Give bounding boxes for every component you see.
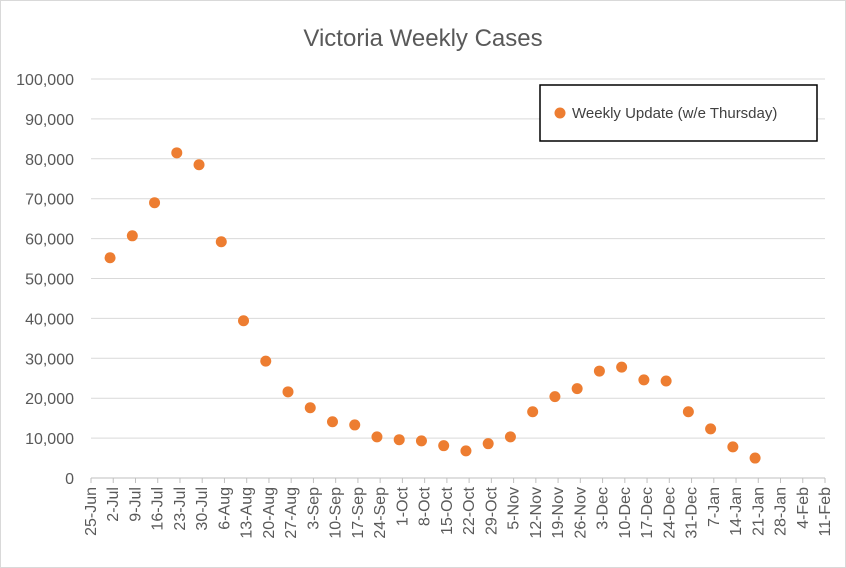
x-tick-label: 19-Nov [550, 487, 567, 539]
y-tick-label: 50,000 [25, 272, 74, 289]
x-tick-label: 29-Oct [483, 486, 500, 535]
data-point [482, 438, 494, 450]
x-tick-label: 14-Jan [728, 487, 745, 536]
x-tick-label: 20-Aug [261, 487, 278, 539]
data-point [460, 445, 472, 457]
legend-box [539, 84, 818, 142]
y-tick-label: 40,000 [25, 311, 74, 328]
legend-marker [554, 107, 566, 119]
y-tick-label: 10,000 [25, 431, 74, 448]
x-tick-label: 4-Feb [795, 487, 812, 529]
x-tick-label: 10-Dec [617, 487, 634, 539]
x-tick-label: 31-Dec [684, 487, 701, 539]
data-point [638, 374, 650, 386]
x-tick-label: 21-Jan [750, 487, 767, 536]
x-tick-label: 2-Jul [105, 487, 122, 522]
x-tick-label: 9-Jul [127, 487, 144, 522]
data-point [126, 230, 138, 242]
axes [90, 477, 826, 483]
y-tick-label: 70,000 [25, 192, 74, 209]
x-tick-label: 27-Aug [283, 487, 300, 539]
data-point [393, 434, 405, 446]
x-tick-label: 3-Sep [305, 487, 322, 530]
data-point [682, 406, 694, 418]
x-tick-label: 1-Oct [394, 486, 411, 526]
data-point [104, 252, 116, 264]
x-tick-label: 10-Sep [328, 487, 345, 539]
data-point [593, 365, 605, 377]
data-point [171, 147, 183, 159]
y-tick-label: 20,000 [25, 391, 74, 408]
y-tick-label: 60,000 [25, 232, 74, 249]
x-tick-label: 30-Jul [194, 487, 211, 531]
legend-label: Weekly Update (w/e Thursday) [572, 105, 777, 122]
data-point [304, 402, 316, 414]
x-tick-label: 7-Jan [706, 487, 723, 527]
data-point [326, 416, 338, 428]
data-point [349, 419, 361, 431]
data-point [527, 406, 539, 418]
data-point [504, 431, 516, 443]
x-tick-label: 13-Aug [239, 487, 256, 539]
y-tick-label: 30,000 [25, 351, 74, 368]
chart-title: Victoria Weekly Cases [303, 25, 542, 52]
legend: Weekly Update (w/e Thursday) [539, 84, 818, 142]
x-tick-label: 5-Nov [506, 487, 523, 530]
data-points [104, 147, 761, 464]
x-tick-label: 16-Jul [150, 487, 167, 531]
data-point [571, 383, 583, 395]
x-tick-label: 26-Nov [572, 487, 589, 539]
data-point [705, 423, 717, 435]
x-tick-label: 22-Oct [461, 486, 478, 535]
y-tick-labels: 0 10,000 20,000 30,000 40,000 50,000 60,000 70,… [16, 72, 74, 488]
x-tick-label: 23-Jul [172, 487, 189, 531]
x-tick-label: 15-Oct [439, 486, 456, 535]
data-point [215, 236, 227, 248]
data-point [549, 391, 561, 403]
data-point [149, 197, 161, 209]
data-point [193, 159, 205, 171]
x-tick-label: 17-Dec [639, 487, 656, 539]
x-tick-label: 24-Dec [661, 487, 678, 539]
y-tick-label: 100,000 [16, 72, 74, 89]
x-tick-label: 3-Dec [595, 487, 612, 530]
data-point [616, 361, 628, 373]
x-tick-label: 8-Oct [417, 486, 434, 526]
data-point [371, 431, 383, 443]
data-point [260, 355, 272, 367]
gridlines [91, 78, 825, 439]
data-point [415, 435, 427, 447]
x-tick-labels: 25-Jun 2-Jul 9-Jul 16-Jul 23-Jul 30-Jul 6-Aug 1… [83, 486, 834, 538]
x-tick-label: 25-Jun [83, 487, 100, 536]
x-tick-label: 28-Jan [773, 487, 790, 536]
data-point [660, 375, 672, 387]
y-tick-label: 80,000 [25, 152, 74, 169]
data-point [238, 315, 250, 327]
data-point [727, 441, 739, 453]
data-point [438, 440, 450, 452]
x-tick-label: 17-Sep [350, 487, 367, 539]
data-point [282, 386, 294, 398]
data-point [749, 452, 761, 464]
x-tick-label: 11-Feb [817, 487, 834, 537]
y-tick-label: 90,000 [25, 112, 74, 129]
x-tick-label: 24-Sep [372, 487, 389, 539]
x-tick-label: 6-Aug [216, 487, 233, 530]
y-tick-label: 0 [65, 471, 74, 488]
x-tick-label: 12-Nov [528, 487, 545, 539]
